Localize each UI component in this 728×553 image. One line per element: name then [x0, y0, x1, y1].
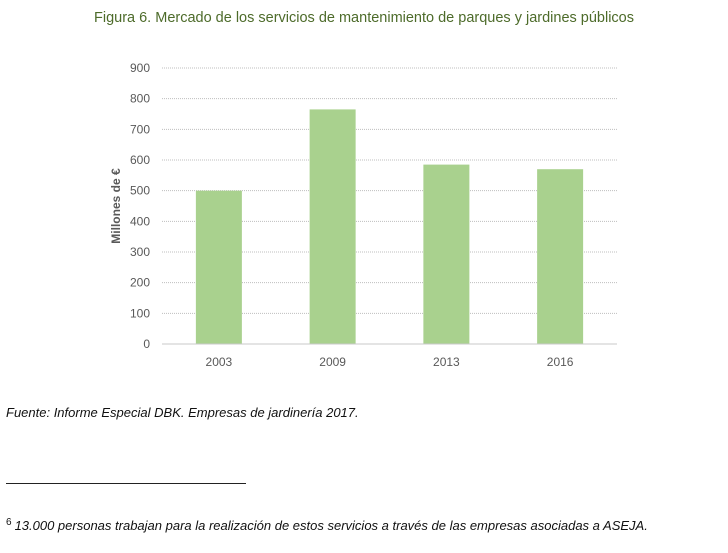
x-category-label: 2009 — [319, 355, 346, 369]
y-tick-label: 900 — [130, 61, 150, 75]
x-category-label: 2003 — [206, 355, 233, 369]
y-tick-label: 400 — [130, 214, 150, 228]
y-tick-label: 100 — [130, 306, 150, 320]
footnote: 6 13.000 personas trabajan para la realiz… — [6, 517, 648, 533]
y-tick-label: 700 — [130, 122, 150, 136]
source-note: Fuente: Informe Especial DBK. Empresas d… — [6, 405, 359, 420]
footnote-separator — [6, 483, 246, 484]
y-tick-label: 0 — [143, 337, 150, 351]
y-tick-label: 300 — [130, 245, 150, 259]
bar-2016 — [537, 169, 584, 344]
y-axis-ticks: 0 100 200 300 400 500 600 700 800 900 — [130, 61, 150, 351]
footnote-number: 6 — [6, 517, 12, 528]
x-category-label: 2016 — [547, 355, 574, 369]
bar-2013 — [423, 164, 470, 344]
y-tick-label: 600 — [130, 153, 150, 167]
bar-chart: 0 100 200 300 400 500 600 700 800 900 2003 2009 201… — [109, 61, 617, 369]
bar-2003 — [195, 190, 242, 344]
figure-title: Figura 6. Mercado de los servicios de ma… — [93, 10, 634, 26]
bar-2009 — [309, 109, 356, 345]
bars — [195, 109, 584, 345]
footnote-text: 13.000 personas trabajan para la realiza… — [14, 518, 648, 533]
x-category-label: 2013 — [433, 355, 460, 369]
y-axis-title: Millones de € — [109, 168, 123, 244]
y-tick-label: 800 — [130, 92, 150, 106]
y-tick-label: 500 — [130, 184, 150, 198]
x-axis-categories: 2003 2009 2013 2016 — [206, 355, 574, 369]
y-tick-label: 200 — [130, 276, 150, 290]
